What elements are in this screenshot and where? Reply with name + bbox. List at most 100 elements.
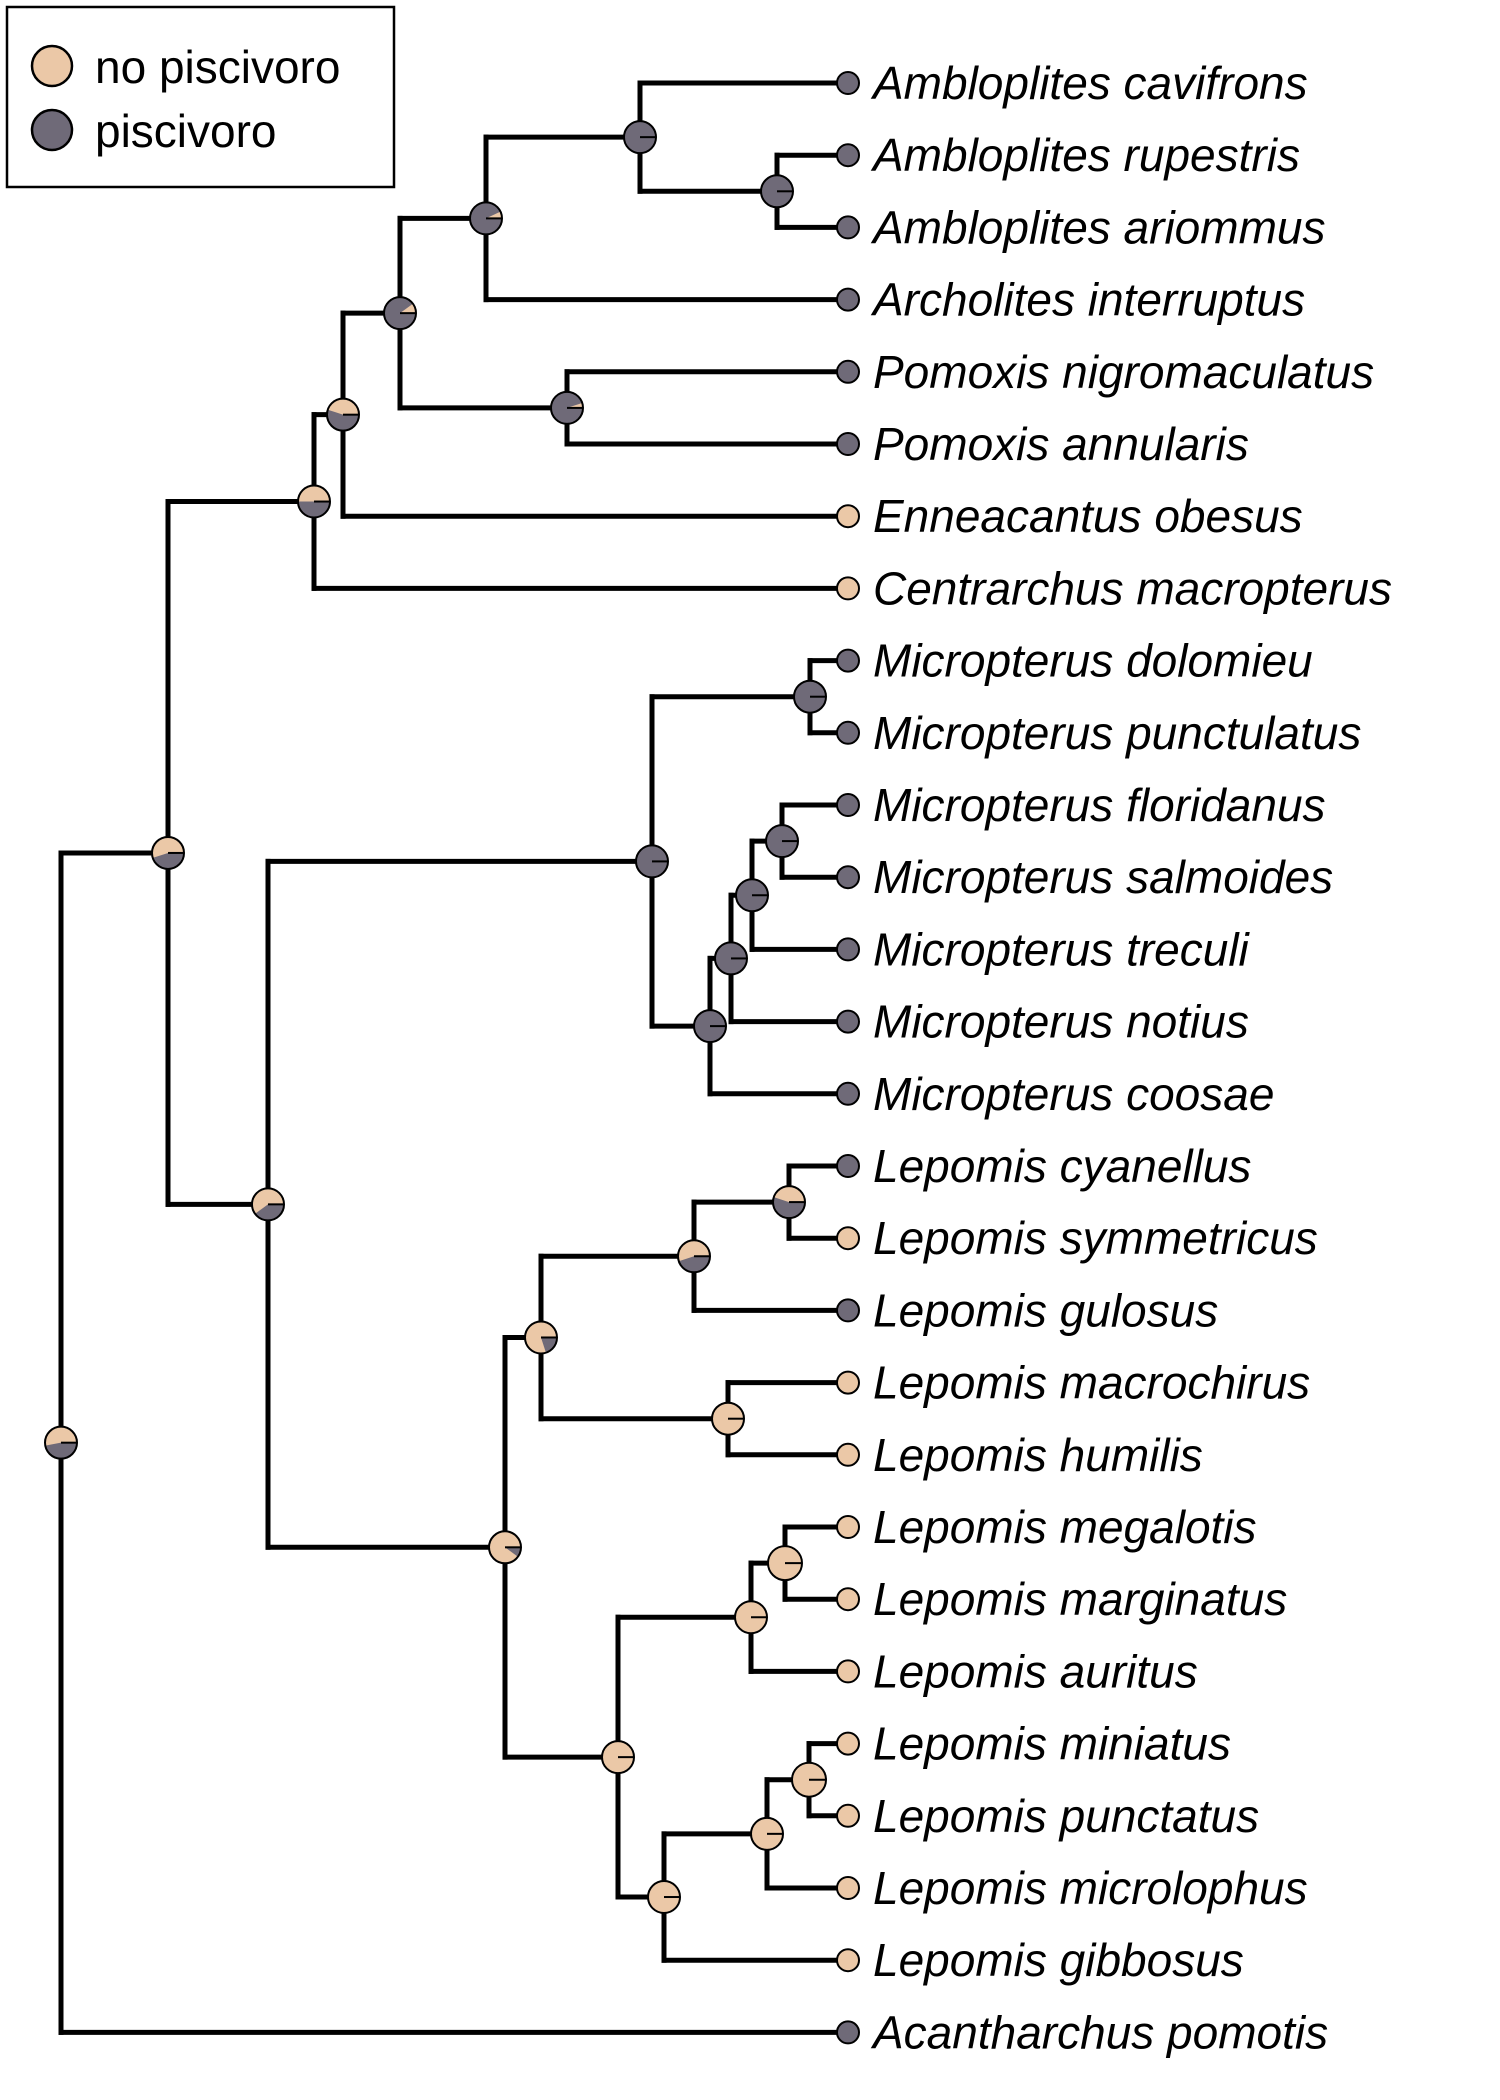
tip-lepomis-macrochirus: Lepomis macrochirus (836, 1357, 1310, 1409)
tip-state-dot (836, 1948, 860, 1973)
node-pie-lep_cya_sym (772, 1185, 806, 1220)
tip-state-dot (836, 1876, 860, 1900)
tip-pomoxis-annularis: Pomoxis annularis (836, 418, 1249, 470)
tip-label: Micropterus notius (873, 996, 1249, 1048)
tip-label: Pomoxis nigromaculatus (873, 346, 1374, 398)
node-pie-mic_not (714, 941, 748, 976)
tip-state-dot (836, 504, 860, 529)
tip-state-dot (836, 71, 860, 95)
node-pie-amb_arch (469, 201, 503, 236)
node-pie-mic_flo_sal (765, 824, 799, 859)
tip-state-dot (836, 937, 860, 962)
tip-label: Lepomis macrochirus (873, 1357, 1310, 1409)
tip-label: Micropterus punctulatus (873, 707, 1361, 759)
tip-label: Lepomis gulosus (873, 1284, 1218, 1336)
node-pie-amb_pom (383, 296, 417, 331)
node-pie-mic (635, 844, 669, 879)
legend-label-piscivoro: piscivoro (95, 105, 277, 157)
node-pie-mic_dol_pun (793, 679, 827, 714)
tip-micropterus-punctulatus: Micropterus punctulatus (836, 707, 1361, 759)
tip-state-dot (836, 1442, 860, 1467)
tip-label: Ambloplites cavifrons (870, 57, 1308, 109)
node-pie-amb (623, 120, 657, 155)
tip-label: Archolites interruptus (870, 274, 1305, 326)
tip-state-dot (836, 287, 860, 312)
tip-label: Enneacantus obesus (873, 490, 1303, 542)
tip-label: Acantharchus pomotis (870, 2006, 1328, 2058)
tip-pomoxis-nigromaculatus: Pomoxis nigromaculatus (836, 346, 1374, 398)
tip-lepomis-humilis: Lepomis humilis (836, 1429, 1203, 1481)
node-pie-lep_gul (677, 1239, 711, 1274)
node-pie-mic_coo (693, 1009, 727, 1044)
legend-swatch-piscivoro (30, 108, 74, 152)
tip-centrarchus-macropterus: Centrarchus macropterus (836, 562, 1392, 614)
tip-ambloplites-cavifrons: Ambloplites cavifrons (836, 57, 1308, 109)
tip-state-dot (836, 1226, 860, 1251)
tip-ambloplites-ariommus: Ambloplites ariommus (836, 201, 1325, 253)
tip-label: Lepomis symmetricus (873, 1212, 1318, 1264)
tip-label: Micropterus floridanus (873, 779, 1326, 831)
tip-state-dot (836, 576, 860, 601)
tip-label: Pomoxis annularis (873, 418, 1249, 470)
tip-state-dot (836, 1370, 860, 1395)
tip-lepomis-auritus: Lepomis auritus (836, 1645, 1198, 1697)
tip-label: Lepomis miniatus (873, 1718, 1231, 1770)
tip-state-dot (836, 1731, 860, 1756)
node-pie-plus_enn (326, 397, 360, 432)
legend-swatch-no-piscivoro (30, 44, 74, 88)
node-pie-lep_a (524, 1320, 558, 1355)
node-pie-lep_b (601, 1740, 635, 1775)
tip-ambloplites-rupestris: Ambloplites rupestris (836, 129, 1300, 181)
tip-micropterus-treculi: Micropterus treculi (836, 923, 1251, 975)
tip-lepomis-cyanellus: Lepomis cyanellus (836, 1140, 1251, 1192)
tip-lepomis-miniatus: Lepomis miniatus (836, 1718, 1231, 1770)
tip-label: Ambloplites rupestris (870, 129, 1300, 181)
tip-micropterus-coosae: Micropterus coosae (836, 1068, 1274, 1120)
tip-label: Micropterus dolomieu (873, 635, 1313, 687)
node-pie-pom (550, 390, 584, 425)
tip-state-dot (836, 1587, 860, 1612)
node-pie-mic_tre (735, 878, 769, 913)
node-pie-amb_rup_ari (760, 174, 794, 209)
tip-label: Micropterus salmoides (873, 851, 1333, 903)
tip-label: Micropterus coosae (873, 1068, 1274, 1120)
tip-lepomis-symmetricus: Lepomis symmetricus (836, 1212, 1318, 1264)
tip-state-dot (836, 1154, 860, 1178)
tip-enneacantus-obesus: Enneacantus obesus (836, 490, 1303, 542)
tip-state-dot (836, 1803, 860, 1828)
legend-box (5, 5, 396, 189)
tip-lepomis-microlophus: Lepomis microlophus (836, 1862, 1308, 1914)
node-pies (44, 120, 827, 1915)
tip-state-dot (836, 143, 860, 168)
branches (58, 80, 851, 2035)
node-pie-lep_aur (734, 1600, 768, 1635)
tip-state-dot (836, 359, 860, 384)
node-pie-mic_lep (251, 1187, 285, 1222)
tip-label: Lepomis humilis (873, 1429, 1203, 1481)
tip-lepomis-punctatus: Lepomis punctatus (836, 1790, 1259, 1842)
tip-state-dot (836, 720, 860, 745)
tip-state-dot (836, 432, 860, 456)
legend-label-no-piscivoro: no piscivoro (95, 41, 340, 93)
tip-micropterus-notius: Micropterus notius (836, 996, 1249, 1048)
node-pie-lep (488, 1530, 522, 1565)
tip-state-dot (836, 865, 860, 890)
tip-acantharchus-pomotis: Acantharchus pomotis (836, 2006, 1328, 2058)
tip-label: Centrarchus macropterus (873, 562, 1392, 614)
tip-state-dot (836, 1009, 860, 1034)
tip-archolites-interruptus: Archolites interruptus (836, 274, 1305, 326)
node-pie-ingroup (151, 835, 185, 870)
node-pie-lep_mic (750, 1816, 784, 1851)
tip-lepomis-gibbosus: Lepomis gibbosus (836, 1934, 1244, 1986)
tip-state-dot (836, 1515, 860, 1539)
tip-label: Lepomis gibbosus (873, 1934, 1244, 1986)
node-pie-lep_mac_hum (711, 1401, 745, 1436)
tip-lepomis-gulosus: Lepomis gulosus (836, 1284, 1218, 1336)
tip-state-dot (836, 1081, 860, 1106)
tip-state-dot (836, 1659, 860, 1684)
tip-micropterus-dolomieu: Micropterus dolomieu (836, 635, 1313, 687)
tip-label: Lepomis auritus (873, 1645, 1198, 1697)
tip-label: Ambloplites ariommus (870, 201, 1325, 253)
node-pie-root (44, 1425, 78, 1460)
tip-state-dot (836, 1298, 860, 1323)
